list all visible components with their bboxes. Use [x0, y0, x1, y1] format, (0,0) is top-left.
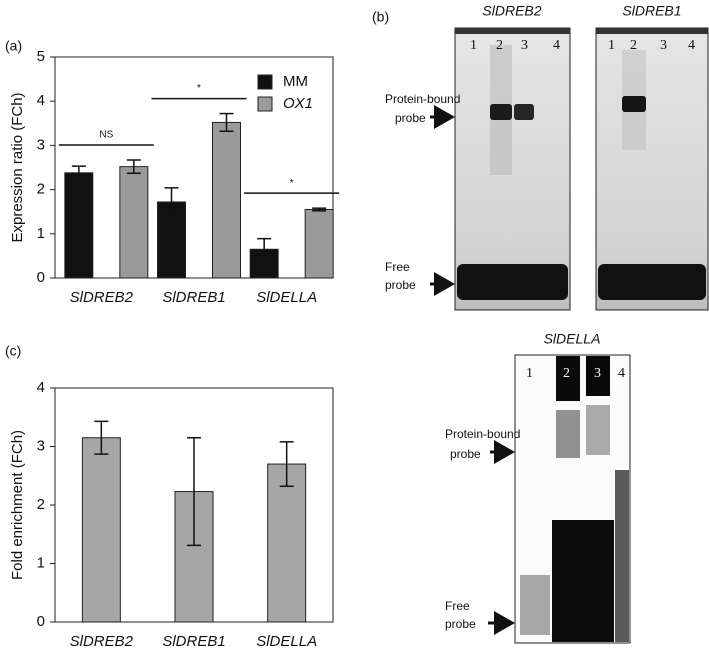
panel-label: (b) [372, 9, 389, 25]
gel-label: Protein-bound [385, 92, 460, 106]
gel-band [586, 405, 610, 455]
gel: SlDELLA 1 2 3 4 Protein-bound probe Free… [445, 331, 631, 644]
bar [64, 172, 94, 279]
gel-label: Free [385, 260, 410, 274]
lane-label: 2 [496, 38, 503, 53]
gel-band [457, 264, 568, 300]
gel-band [556, 356, 580, 401]
significance-label: * [197, 83, 201, 94]
lane-label: 3 [660, 38, 667, 53]
gel-title: SlDELLA [544, 331, 601, 347]
gel-well [455, 28, 570, 34]
gel: SlDREB1 1 2 3 4 [595, 3, 709, 311]
legend-swatch [257, 74, 273, 90]
gel-title: SlDREB2 [482, 3, 541, 19]
bar [81, 437, 121, 623]
gel-well [596, 28, 708, 34]
x-tick-label: SlDELLA [256, 633, 317, 647]
y-tick-label: 0 [37, 613, 45, 630]
bar [119, 166, 149, 279]
y-tick-label: 1 [37, 554, 45, 571]
gel-band [514, 104, 534, 120]
significance-label: * [290, 178, 294, 189]
lane-label: 4 [553, 38, 560, 53]
lane-label: 3 [521, 38, 528, 53]
x-tick-label: SlDREB2 [70, 633, 134, 647]
plot-frame [54, 56, 334, 279]
lane-label: 4 [618, 366, 625, 381]
lane-label: 2 [563, 366, 570, 381]
gel-image [595, 27, 709, 311]
y-tick-label: 0 [37, 269, 45, 286]
panel-label: (a) [5, 38, 22, 54]
gel-band [586, 356, 610, 396]
gel-band [552, 520, 614, 642]
gel-label: probe [445, 617, 476, 631]
lane-label: 3 [594, 366, 601, 381]
gel-label: probe [395, 111, 426, 125]
bar [212, 121, 241, 279]
lane-label: 2 [630, 38, 637, 53]
y-axis-label: Fold enrichment (FCh) [9, 430, 26, 580]
y-tick-label: 3 [37, 136, 45, 153]
significance-label: NS [99, 130, 113, 141]
y-axis-label: Expression ratio (FCh) [9, 92, 26, 242]
gel-label: probe [385, 278, 416, 292]
bar [304, 208, 334, 279]
gel-band [622, 96, 646, 112]
gel-band [556, 410, 580, 458]
legend-label: OX1 [283, 95, 313, 112]
gel-label: Protein-bound [445, 427, 520, 441]
bar [249, 248, 279, 279]
gel-image [454, 27, 571, 311]
gel-label: Free [445, 599, 470, 613]
legend-label: MM [283, 73, 308, 90]
y-tick-label: 2 [37, 181, 45, 198]
bar [267, 463, 307, 623]
gel-smear [615, 470, 629, 642]
panel-label: (c) [5, 343, 21, 359]
gel-smear [520, 575, 550, 635]
y-tick-label: 3 [37, 437, 45, 454]
gel-band [598, 264, 706, 300]
gel-band [490, 104, 512, 120]
y-tick-label: 1 [37, 225, 45, 242]
y-tick-label: 5 [37, 48, 45, 65]
legend-swatch [257, 96, 273, 112]
x-tick-label: SlDREB1 [162, 289, 225, 306]
lane-label: 1 [526, 366, 533, 381]
x-tick-label: SlDREB2 [70, 289, 134, 306]
x-tick-label: SlDREB1 [162, 633, 225, 647]
lane-label: 4 [688, 38, 695, 53]
lane-label: 1 [470, 38, 477, 53]
x-tick-label: SlDELLA [256, 289, 317, 306]
lane-label: 1 [608, 38, 615, 53]
gel-title: SlDREB1 [622, 3, 681, 19]
y-tick-label: 2 [37, 496, 45, 513]
gel-label: probe [450, 447, 481, 461]
y-tick-label: 4 [37, 379, 45, 396]
y-tick-label: 4 [37, 92, 45, 109]
gel: SlDREB2 1 2 3 4 Protein-bound probe Free… [385, 3, 571, 311]
